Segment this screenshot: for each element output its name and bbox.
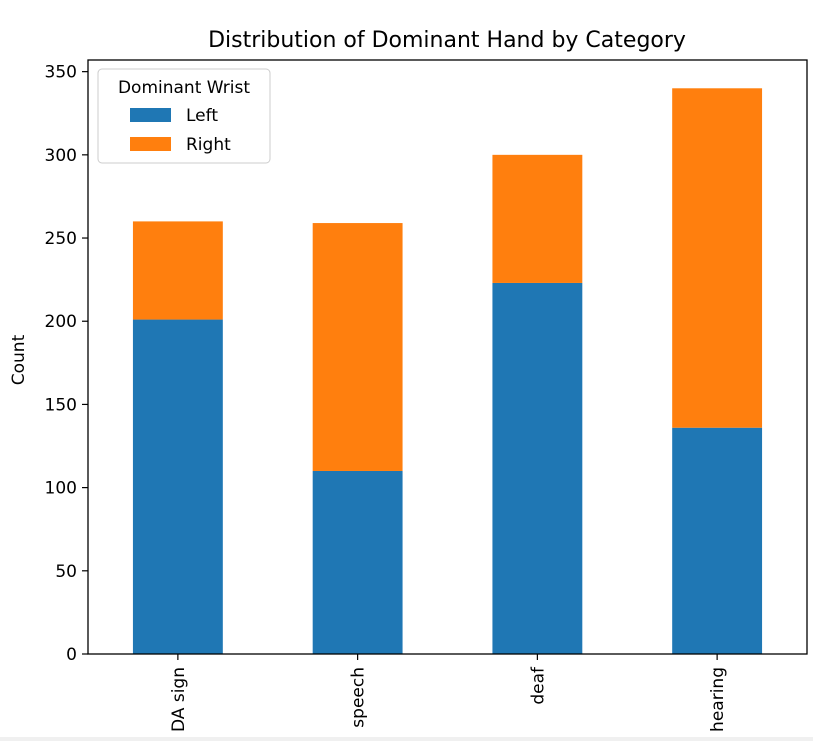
y-tick-label: 200 xyxy=(45,312,77,332)
x-tick-label: speech xyxy=(349,667,369,728)
bar-right-0 xyxy=(132,221,223,320)
y-axis-label: Count xyxy=(9,334,29,385)
bars-group xyxy=(132,88,763,654)
y-tick-label: 100 xyxy=(45,479,77,499)
bottom-strip xyxy=(0,737,813,741)
bar-left-3 xyxy=(672,427,763,654)
bar-right-3 xyxy=(672,88,763,428)
chart-title: Distribution of Dominant Hand by Categor… xyxy=(208,28,686,53)
legend-label-left: Left xyxy=(186,106,218,126)
legend-title: Dominant Wrist xyxy=(118,78,250,98)
legend-swatch-left xyxy=(130,108,171,122)
y-tick-label: 150 xyxy=(45,395,77,415)
legend-label-right: Right xyxy=(186,135,231,155)
bar-left-1 xyxy=(312,470,403,654)
y-tick-label: 350 xyxy=(45,63,77,83)
y-tick-label: 0 xyxy=(66,645,77,665)
x-axis: DA sign speech deaf hearing xyxy=(169,654,728,732)
x-tick-label: deaf xyxy=(528,666,548,705)
x-tick-label: DA sign xyxy=(169,667,189,732)
plot-frame xyxy=(87,59,808,655)
legend-swatch-right xyxy=(130,137,171,151)
legend: Dominant Wrist Left Right xyxy=(97,68,271,164)
bar-right-2 xyxy=(492,154,583,283)
y-tick-label: 50 xyxy=(55,562,77,582)
y-tick-label: 250 xyxy=(45,229,77,249)
y-tick-label: 300 xyxy=(45,146,77,166)
y-axis: 0 50 100 150 200 250 300 350 xyxy=(45,63,88,665)
x-tick-label: hearing xyxy=(708,667,728,732)
bar-right-1 xyxy=(312,223,403,471)
bar-left-2 xyxy=(492,282,583,654)
bar-left-0 xyxy=(132,319,223,654)
